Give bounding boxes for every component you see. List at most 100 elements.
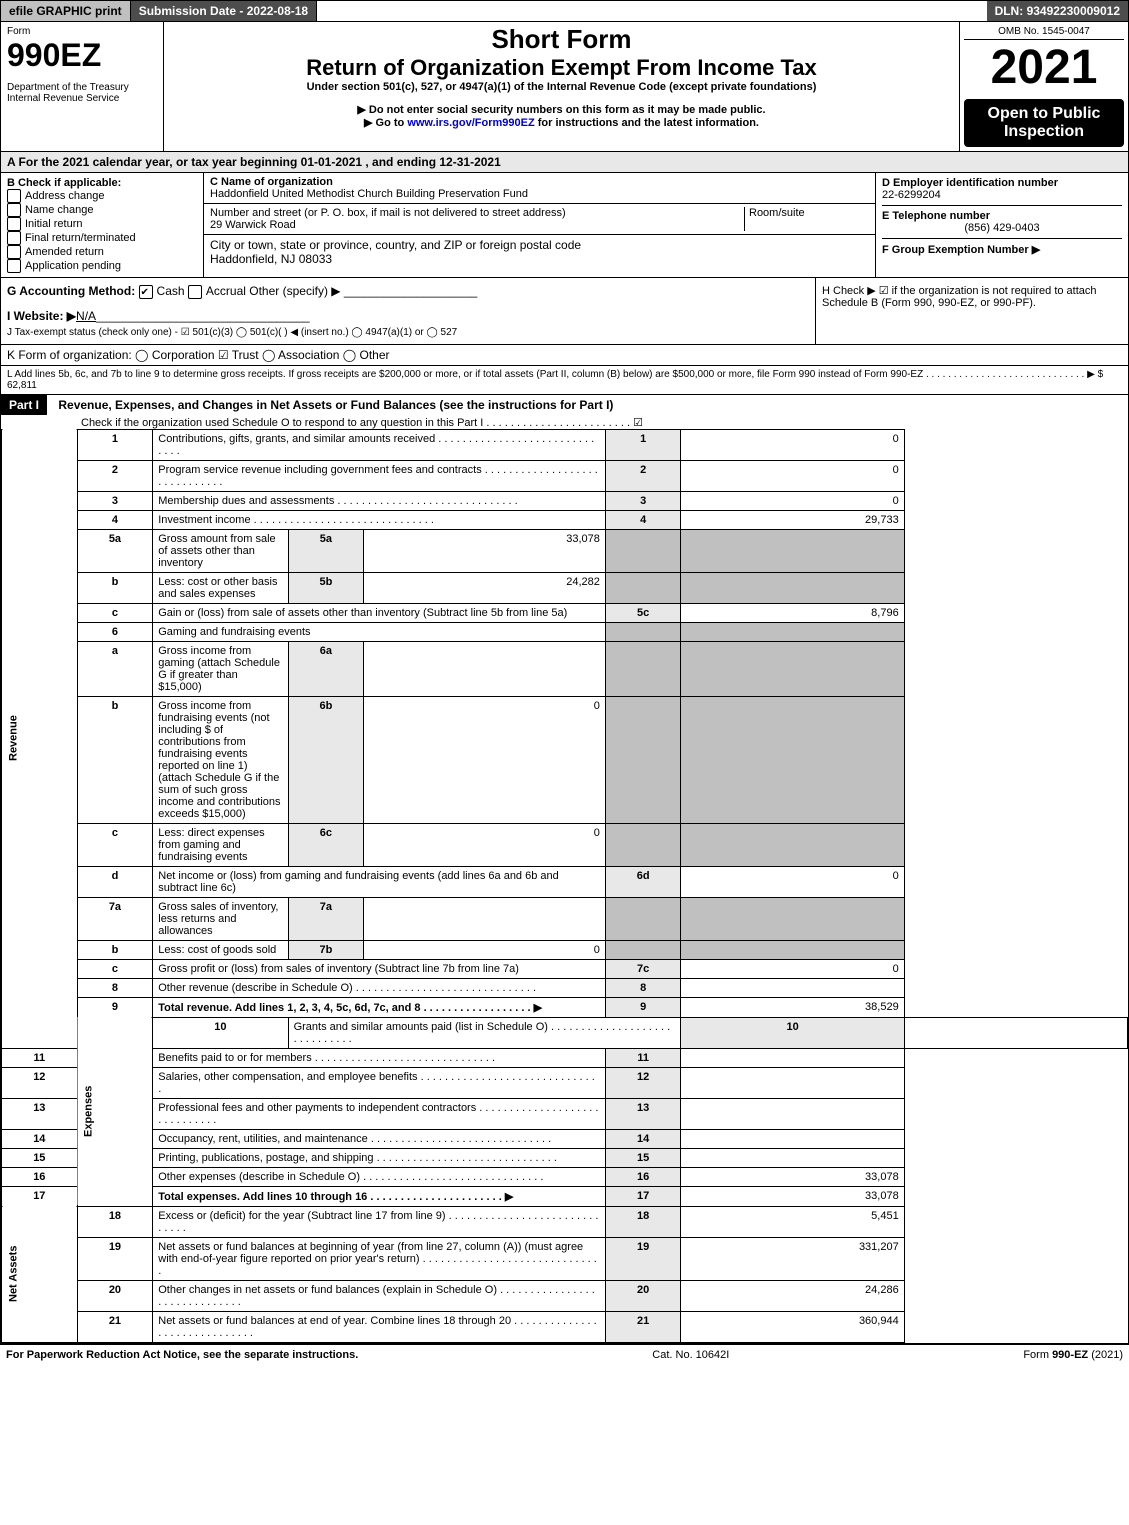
amt-19: 331,207 <box>681 1237 904 1280</box>
cb-address[interactable] <box>7 189 21 203</box>
cb-cash[interactable] <box>139 285 153 299</box>
txt-7a: Gross sales of inventory, less returns a… <box>153 897 288 940</box>
amt-12 <box>681 1067 904 1098</box>
omb: OMB No. 1545-0047 <box>964 26 1124 40</box>
submission-date: Submission Date - 2022-08-18 <box>131 1 317 21</box>
line-k: K Form of organization: ◯ Corporation ☑ … <box>1 344 1128 365</box>
txt-6: Gaming and fundraising events <box>153 622 606 641</box>
line-h: H Check ▶ ☑ if the organization is not r… <box>815 278 1128 344</box>
dept-text: Department of the Treasury Internal Reve… <box>7 82 157 104</box>
title-short-form: Short Form <box>170 24 953 55</box>
ln-9: 9 <box>77 997 153 1017</box>
irs-link[interactable]: www.irs.gov/Form990EZ <box>407 117 534 129</box>
section-d-e-f: D Employer identification number 22-6299… <box>876 173 1128 277</box>
sv-5b: 24,282 <box>364 572 606 603</box>
ln-10: 10 <box>153 1017 288 1048</box>
sv-7b: 0 <box>364 940 606 959</box>
amt-14 <box>681 1129 904 1148</box>
amt-9: 38,529 <box>681 997 904 1017</box>
footer-left: For Paperwork Reduction Act Notice, see … <box>6 1349 358 1361</box>
cb-name[interactable] <box>7 203 21 217</box>
note-goto: ▶ Go to www.irs.gov/Form990EZ for instru… <box>170 116 953 129</box>
cb-final[interactable] <box>7 231 21 245</box>
amt-20: 24,286 <box>681 1280 904 1311</box>
amt-7c: 0 <box>681 959 904 978</box>
txt-2: Program service revenue including govern… <box>153 460 606 491</box>
b-label: B Check if applicable: <box>7 177 121 189</box>
amt-4: 29,733 <box>681 510 904 529</box>
gry-6c <box>605 823 681 866</box>
b-amended: Amended return <box>25 246 104 258</box>
txt-13: Professional fees and other payments to … <box>153 1098 606 1129</box>
amt-11 <box>681 1048 904 1067</box>
rn-3: 3 <box>605 491 681 510</box>
ln-5b: b <box>77 572 153 603</box>
part1-label: Part I <box>1 395 47 415</box>
org-address: 29 Warwick Road <box>210 219 296 231</box>
txt-6a: Gross income from gaming (attach Schedul… <box>153 641 288 696</box>
note2-post: for instructions and the latest informat… <box>535 117 759 129</box>
ln-6: 6 <box>77 622 153 641</box>
rn-6d: 6d <box>605 866 681 897</box>
cb-accrual[interactable] <box>188 285 202 299</box>
phone-value: (856) 429-0403 <box>882 222 1122 234</box>
sub-5b: 5b <box>288 572 364 603</box>
form-main: Form 990EZ Department of the Treasury In… <box>0 22 1129 1344</box>
ln-12: 12 <box>2 1067 78 1098</box>
dln-value: 93492230009012 <box>1027 4 1120 18</box>
rn-5c: 5c <box>605 603 681 622</box>
b-name: Name change <box>25 204 94 216</box>
rn-8: 8 <box>605 978 681 997</box>
g-other: Other (specify) ▶ <box>249 284 340 298</box>
ln-11: 11 <box>2 1048 78 1067</box>
note2-pre: ▶ Go to <box>364 117 407 129</box>
ln-21: 21 <box>77 1311 153 1342</box>
f-label: F Group Exemption Number ▶ <box>882 244 1040 256</box>
ln-2: 2 <box>77 460 153 491</box>
ln-6a: a <box>77 641 153 696</box>
efile-print[interactable]: efile GRAPHIC print <box>1 1 131 21</box>
rn-4: 4 <box>605 510 681 529</box>
ln-7b: b <box>77 940 153 959</box>
ln-20: 20 <box>77 1280 153 1311</box>
sv-6b: 0 <box>364 696 606 823</box>
txt-21: Net assets or fund balances at end of ye… <box>153 1311 606 1342</box>
rn-9: 9 <box>605 997 681 1017</box>
cb-pending[interactable] <box>7 259 21 273</box>
txt-6d: Net income or (loss) from gaming and fun… <box>153 866 606 897</box>
b-address: Address change <box>25 190 105 202</box>
ln-6b: b <box>77 696 153 823</box>
line-a: A For the 2021 calendar year, or tax yea… <box>1 151 1128 172</box>
subtitle: Under section 501(c), 527, or 4947(a)(1)… <box>170 81 953 93</box>
side-revenue: Revenue <box>2 429 78 1048</box>
amt-16: 33,078 <box>681 1167 904 1186</box>
txt-5a: Gross amount from sale of assets other t… <box>153 529 288 572</box>
amt-2: 0 <box>681 460 904 491</box>
cb-initial[interactable] <box>7 217 21 231</box>
subdate-value: 2022-08-18 <box>247 4 308 18</box>
gry-7b <box>605 940 681 959</box>
open-inspection: Open to Public Inspection <box>964 99 1124 147</box>
addr-label: Number and street (or P. O. box, if mail… <box>210 207 566 219</box>
ln-5a: 5a <box>77 529 153 572</box>
txt-20: Other changes in net assets or fund bala… <box>153 1280 606 1311</box>
footer-right: Form 990-EZ (2021) <box>1023 1349 1123 1361</box>
website-value: N/A <box>76 309 96 323</box>
ln-6d: d <box>77 866 153 897</box>
sv-6c: 0 <box>364 823 606 866</box>
room-label: Room/suite <box>744 207 869 231</box>
cb-amended[interactable] <box>7 245 21 259</box>
section-g-i-j: G Accounting Method: Cash Accrual Other … <box>1 278 815 344</box>
dln: DLN: 93492230009012 <box>987 1 1128 21</box>
footer-mid: Cat. No. 10642I <box>652 1349 729 1361</box>
txt-8: Other revenue (describe in Schedule O) <box>153 978 606 997</box>
amt-1: 0 <box>681 429 904 460</box>
txt-17: Total expenses. Add lines 10 through 16 … <box>158 1191 513 1203</box>
txt-7b: Less: cost of goods sold <box>153 940 288 959</box>
rn-15: 15 <box>605 1148 681 1167</box>
txt-6b: Gross income from fundraising events (no… <box>153 696 288 823</box>
ln-8: 8 <box>77 978 153 997</box>
txt-15: Printing, publications, postage, and shi… <box>153 1148 606 1167</box>
gry-5b <box>605 572 681 603</box>
ln-17: 17 <box>2 1186 78 1206</box>
